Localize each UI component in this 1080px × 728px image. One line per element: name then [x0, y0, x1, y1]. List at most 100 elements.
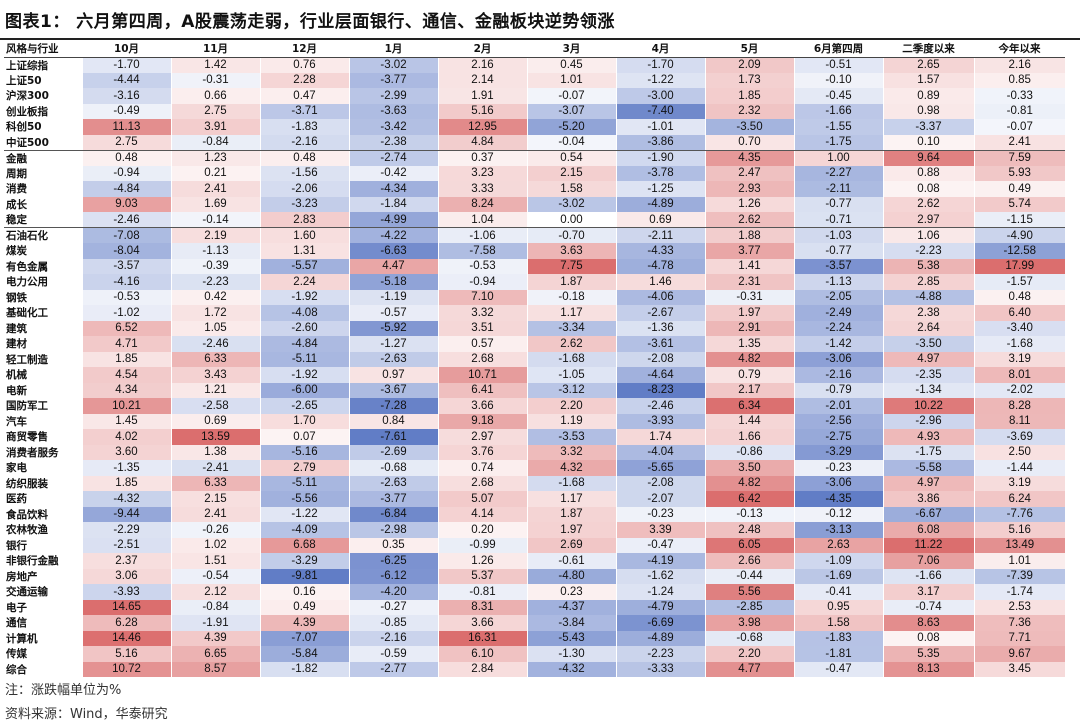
value-cell: -7.76: [973, 506, 1065, 522]
table-container: 风格与行业 10月 11月 12月 1月 2月 3月 4月 5月 6月第四周 二季度以来 今年以来 上…: [4, 41, 1065, 677]
value-cell: -0.33: [973, 88, 1065, 104]
heatmap-table: 风格与行业 10月 11月 12月 1月 2月 3月 4月 5月 6月第四周 二季度以来 今年以来 上…: [4, 41, 1065, 677]
value-cell: -0.18: [526, 289, 616, 305]
row-label: 金融: [6, 152, 27, 165]
value-cell: 6.34: [704, 398, 794, 414]
value-cell: 3.63: [526, 243, 616, 259]
value-cell: -4.90: [973, 227, 1065, 243]
value-cell: 4.93: [882, 429, 974, 445]
value-cell: 0.85: [973, 72, 1065, 88]
value-cell: 0.66: [170, 88, 260, 104]
value-cell: -5.18: [348, 274, 438, 290]
value-cell: 1.46: [615, 274, 705, 290]
header-col: 10月: [82, 41, 171, 58]
value-cell: 1.69: [170, 196, 260, 212]
value-cell: 10.21: [81, 398, 171, 414]
value-cell: -3.00: [615, 88, 705, 104]
value-cell: -3.33: [615, 661, 705, 677]
value-cell: -5.65: [615, 460, 705, 476]
value-cell: 10.22: [882, 398, 974, 414]
value-cell: -2.35: [882, 367, 974, 383]
value-cell: 8.24: [437, 196, 527, 212]
header-row: 风格与行业 10月 11月 12月 1月 2月 3月 4月 5月 6月第四周 二季度以来 今年以来: [4, 41, 1065, 58]
value-cell: 11.13: [81, 119, 171, 135]
value-cell: -2.96: [882, 413, 974, 429]
value-cell: -0.54: [170, 568, 260, 584]
value-cell: -2.06: [259, 181, 349, 197]
value-cell: 6.40: [973, 305, 1065, 321]
value-cell: -0.57: [348, 305, 438, 321]
value-cell: -0.53: [81, 289, 171, 305]
value-cell: 8.31: [437, 599, 527, 615]
value-cell: -3.53: [526, 429, 616, 445]
value-cell: -5.20: [526, 119, 616, 135]
value-cell: 6.24: [973, 491, 1065, 507]
value-cell: 2.48: [704, 522, 794, 538]
value-cell: -5.58: [882, 460, 974, 476]
row-label: 有色金属: [6, 260, 48, 273]
row-label: 银行: [6, 539, 27, 552]
value-cell: -1.90: [615, 150, 705, 166]
value-cell: 8.11: [973, 413, 1065, 429]
value-cell: -1.70: [81, 57, 171, 73]
value-cell: -2.75: [793, 429, 883, 445]
value-cell: -7.58: [437, 243, 527, 259]
value-cell: -3.78: [615, 165, 705, 181]
value-cell: -5.16: [259, 444, 349, 460]
value-cell: 2.28: [259, 72, 349, 88]
value-cell: 9.18: [437, 413, 527, 429]
value-cell: 1.57: [882, 72, 974, 88]
value-cell: -4.64: [615, 367, 705, 383]
value-cell: 5.74: [973, 196, 1065, 212]
value-cell: -1.91: [170, 615, 260, 631]
value-cell: 3.32: [526, 444, 616, 460]
value-cell: 8.63: [882, 615, 974, 631]
value-cell: -0.27: [348, 599, 438, 615]
row-label: 纺织服装: [6, 477, 48, 490]
value-cell: 3.76: [437, 444, 527, 460]
value-cell: -3.93: [615, 413, 705, 429]
table-row: 有色金属 -3.57 -0.39 -5.57 4.47 -0.53 7.75 -4.78 1.4…: [4, 258, 1065, 274]
value-cell: 2.19: [170, 227, 260, 243]
value-cell: -5.84: [259, 646, 349, 662]
value-cell: 1.87: [526, 506, 616, 522]
value-cell: -0.12: [793, 506, 883, 522]
value-cell: 2.15: [170, 491, 260, 507]
row-label: 钢铁: [6, 291, 27, 304]
value-cell: 0.54: [526, 150, 616, 166]
value-cell: -3.86: [615, 134, 705, 151]
value-cell: -9.44: [81, 506, 171, 522]
value-cell: -7.07: [259, 630, 349, 646]
value-cell: 1.01: [973, 553, 1065, 569]
value-cell: 1.00: [793, 150, 883, 166]
header-col: 2月: [438, 41, 527, 58]
value-cell: 2.32: [704, 103, 794, 119]
value-cell: 4.97: [882, 475, 974, 491]
value-cell: 2.20: [526, 398, 616, 414]
value-cell: 3.98: [704, 615, 794, 631]
value-cell: -0.47: [793, 661, 883, 677]
value-cell: -1.81: [793, 646, 883, 662]
value-cell: 0.10: [882, 134, 974, 151]
table-row: 科创50 11.13 3.91 -1.83 -3.42 12.95 -5.20 -1.01 -3…: [4, 119, 1065, 135]
value-cell: -5.11: [259, 475, 349, 491]
value-cell: 14.65: [81, 599, 171, 615]
value-cell: 4.77: [704, 661, 794, 677]
table-row: 综合 10.72 8.57 -1.82 -2.77 2.84 -4.32 -3.33 4.77-…: [4, 661, 1065, 677]
value-cell: -2.23: [615, 646, 705, 662]
value-cell: -2.01: [793, 398, 883, 414]
value-cell: -4.84: [81, 181, 171, 197]
value-cell: -4.19: [615, 553, 705, 569]
value-cell: 2.83: [259, 212, 349, 228]
value-cell: 0.49: [259, 599, 349, 615]
value-cell: -0.81: [437, 584, 527, 600]
value-cell: 6.33: [170, 475, 260, 491]
value-cell: 3.51: [437, 320, 527, 336]
value-cell: 1.45: [81, 413, 171, 429]
value-cell: -2.24: [793, 320, 883, 336]
value-cell: 1.42: [170, 57, 260, 73]
row-label: 建材: [6, 338, 27, 351]
value-cell: -0.45: [793, 88, 883, 104]
value-cell: -3.57: [81, 258, 171, 274]
value-cell: -1.62: [615, 568, 705, 584]
